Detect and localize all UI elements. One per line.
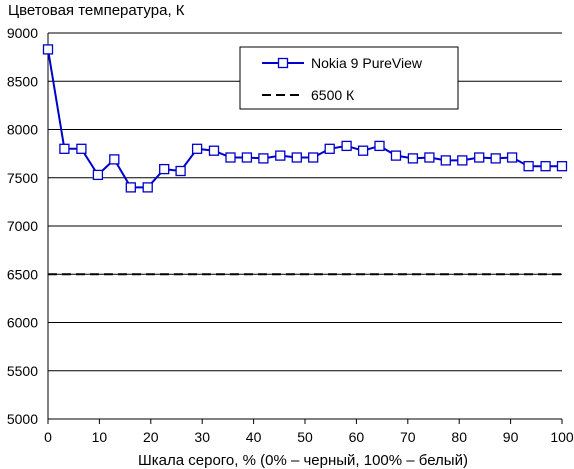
x-tick-label: 80	[451, 429, 467, 445]
x-tick-label: 0	[44, 429, 52, 445]
data-point	[191, 143, 203, 154]
y-tick-labels: 5000 5500 6000 6500 7000 7500 8000 8500 9000	[7, 25, 38, 427]
data-point	[175, 165, 186, 177]
x-tick-label: 70	[400, 429, 416, 445]
data-point	[357, 145, 369, 156]
data-point	[324, 143, 335, 154]
data-point	[556, 161, 568, 172]
series	[42, 44, 568, 276]
data-point	[341, 140, 352, 152]
data-point	[374, 140, 385, 152]
legend-marker-nokia	[277, 57, 289, 69]
data-point	[308, 152, 319, 163]
data-point	[258, 153, 269, 164]
data-point	[291, 152, 302, 163]
data-point	[225, 152, 236, 163]
data-point	[390, 150, 402, 161]
x-tick-label: 10	[92, 429, 108, 445]
data-point	[490, 153, 501, 164]
y-tick-label: 7500	[7, 170, 38, 186]
x-tick-label: 50	[297, 429, 313, 445]
data-point	[440, 155, 451, 166]
x-tick-label: 20	[143, 429, 159, 445]
y-tick-label: 8000	[7, 122, 38, 138]
y-tick-label: 6000	[7, 315, 38, 331]
data-point	[275, 150, 286, 161]
data-point	[208, 145, 220, 156]
x-tick-label: 40	[246, 429, 262, 445]
y-tick-label: 5000	[7, 411, 38, 427]
data-point	[407, 153, 419, 164]
data-point	[506, 152, 518, 163]
data-point	[540, 161, 551, 172]
legend-label-nokia: Nokia 9 PureView	[311, 55, 423, 71]
legend-box	[239, 46, 459, 110]
data-point	[92, 169, 104, 181]
y-axis-title: Цветовая температура, К	[8, 2, 185, 19]
data-point	[474, 152, 485, 163]
data-point	[59, 143, 70, 154]
data-point	[125, 182, 136, 193]
y-tick-label: 8500	[7, 73, 38, 89]
x-tick-label: 60	[349, 429, 365, 445]
x-tick-label: 90	[503, 429, 519, 445]
x-tick-label: 100	[550, 429, 574, 445]
y-tick-label: 6500	[7, 266, 38, 282]
data-point	[241, 152, 253, 163]
x-tick-labels: 0 10 20 30 40 50 60 70 80 90 100	[44, 429, 574, 445]
data-point	[457, 155, 468, 166]
data-point	[42, 44, 54, 55]
legend-label-6500: 6500 К	[311, 87, 355, 103]
x-tick-label: 30	[194, 429, 210, 445]
data-point	[424, 152, 435, 163]
y-tick-label: 5500	[7, 363, 38, 379]
data-point	[109, 154, 120, 165]
data-point	[159, 163, 170, 175]
y-tick-label: 7000	[7, 218, 38, 234]
y-tick-label: 9000	[7, 25, 38, 41]
legend: Nokia 9 PureView 6500 К	[239, 46, 459, 110]
data-point	[76, 143, 87, 154]
data-point	[523, 161, 534, 172]
x-axis-title: Шкала серого, % (0% – черный, 100% – бел…	[138, 452, 468, 469]
data-point	[142, 182, 153, 193]
axes	[47, 33, 563, 424]
